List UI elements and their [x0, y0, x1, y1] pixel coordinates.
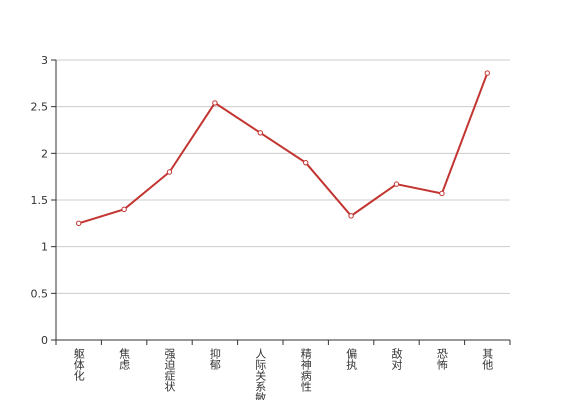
point	[76, 220, 82, 227]
x-tick-label: 偏执	[345, 347, 358, 371]
point	[439, 190, 445, 197]
y-tick-label: 0.5	[31, 287, 49, 300]
point	[121, 206, 127, 213]
x-tick-label: 其他	[481, 348, 494, 370]
point	[257, 130, 263, 136]
point	[166, 169, 173, 175]
x-tick-label: 敌对	[390, 347, 403, 370]
point	[484, 70, 490, 76]
y-tick-label: 2	[41, 147, 48, 160]
x-tick-label: 焦虑	[118, 348, 131, 370]
y-tick-label: 3	[41, 54, 48, 67]
point	[303, 159, 309, 166]
x-tick-label: 躯体化	[72, 348, 85, 382]
y-tick-label: 0	[41, 334, 48, 347]
point	[393, 181, 400, 187]
point	[212, 100, 218, 106]
point	[348, 213, 354, 219]
x-tick-label: 人际关系敏感	[254, 348, 267, 400]
x-tick-label: 抑郁	[208, 347, 221, 370]
x-tick-label: 恐怖	[435, 348, 448, 370]
x-tick-label: 强迫症状	[163, 348, 176, 392]
y-tick-label: 2.5	[31, 101, 49, 114]
line	[78, 72, 489, 225]
x-tick-label: 精神病性	[299, 348, 312, 393]
y-tick-label: 1.5	[31, 194, 49, 207]
y-tick-label: 1	[41, 241, 48, 254]
